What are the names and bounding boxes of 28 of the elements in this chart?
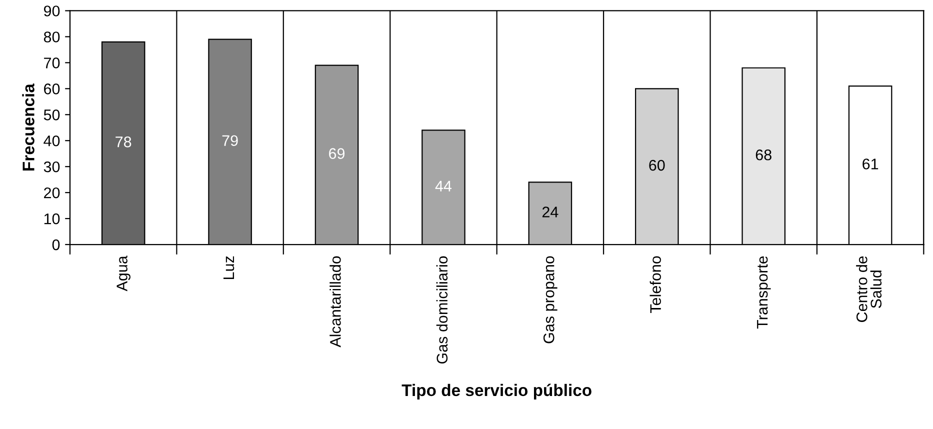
data-label: 60 <box>649 160 665 171</box>
data-label: 24 <box>542 206 558 218</box>
y-tick-label: 50 <box>44 110 60 120</box>
x-tick-label: Transporte <box>757 256 771 329</box>
data-label: 79 <box>222 135 238 146</box>
y-tick-label: 60 <box>44 84 60 94</box>
y-tick-label: 90 <box>44 6 60 16</box>
data-label: 78 <box>116 136 132 148</box>
y-tick-label: 70 <box>44 58 60 68</box>
x-tick-label: Alcantarillado <box>330 256 341 348</box>
x-axis-title: Tipo de servicio público <box>402 384 592 400</box>
data-label: 69 <box>329 148 345 160</box>
x-tick-label: Gas propano <box>543 256 558 344</box>
y-tick-label: 40 <box>44 135 60 146</box>
y-tick-label: 0 <box>52 239 60 250</box>
y-tick-label: 20 <box>44 187 60 198</box>
x-tick-label: Centro de Salud <box>856 256 882 322</box>
y-tick-label: 10 <box>44 213 60 224</box>
x-tick-label: Agua <box>116 256 130 292</box>
y-tick-label: 80 <box>44 32 60 42</box>
y-axis-title: Frecuencia <box>22 84 34 171</box>
data-label: 68 <box>756 149 772 160</box>
data-label: 61 <box>862 158 878 170</box>
x-tick-label: Gas domiciliario <box>436 256 448 364</box>
x-tick-label: Luz <box>223 256 234 280</box>
y-tick-label: 30 <box>44 161 60 172</box>
x-tick-label: Telefono <box>650 256 661 314</box>
data-label: 44 <box>435 180 452 192</box>
